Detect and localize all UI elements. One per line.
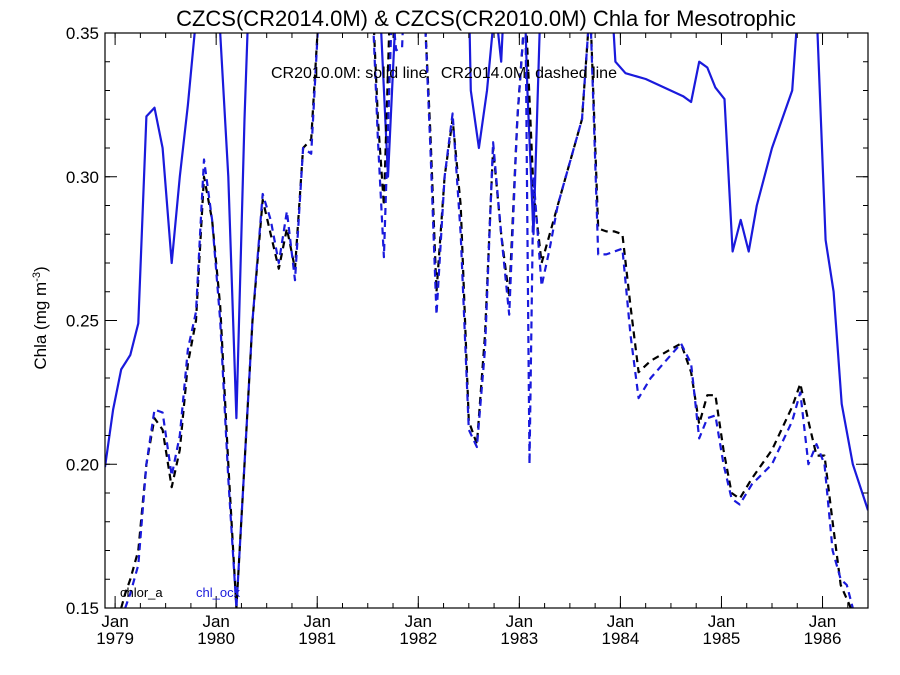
x-tick-year: 1984 [601,629,639,648]
plot-frame [104,32,869,609]
x-tick-year: 1980 [197,629,235,648]
x-tick-month: Jan [809,612,836,631]
y-axis-label: Chla (mg m-3) [31,266,50,369]
x-tick-month: Jan [304,612,331,631]
series-line-chl-ocx-cr2010-0m [105,33,868,511]
x-tick-year: 1982 [399,629,437,648]
x-tick-month: Jan [607,612,634,631]
x-tick-month: Jan [708,612,735,631]
x-tick-month: Jan [506,612,533,631]
y-tick-label: 0.20 [66,455,99,474]
series-line-chl-ocx-cr2014-0m [124,33,854,608]
line-style-annotation: CR2010.0M: solid line CR2014.0M: dashed … [271,65,617,82]
series-layer [105,33,868,608]
legend-item-chl-ocx: chl_ocx [196,585,241,600]
x-tick-year: 1986 [804,629,842,648]
x-tick-month: Jan [202,612,229,631]
y-tick-label: 0.25 [66,312,99,331]
axis-layer: 0.150.200.250.300.35Jan1979Jan1980Jan198… [66,24,868,648]
x-tick-year: 1979 [96,629,134,648]
y-tick-label: 0.30 [66,168,99,187]
y-tick-label: 0.35 [66,24,99,43]
x-tick-month: Jan [101,612,128,631]
x-tick-year: 1985 [703,629,741,648]
y-axis-label-close: ) [31,266,50,272]
x-tick-year: 1983 [500,629,538,648]
y-axis-label-main: Chla (mg m [31,282,50,370]
legend-item-chlor-a: chlor_a [120,585,163,600]
chart-title: CZCS(CR2014.0M) & CZCS(CR2010.0M) Chla f… [176,6,796,31]
x-tick-year: 1981 [298,629,336,648]
y-tick-label: 0.15 [66,599,99,618]
y-axis-label-superscript: -3 [31,272,43,282]
legend: chlor_a chl_ocx [120,585,241,600]
x-tick-month: Jan [405,612,432,631]
